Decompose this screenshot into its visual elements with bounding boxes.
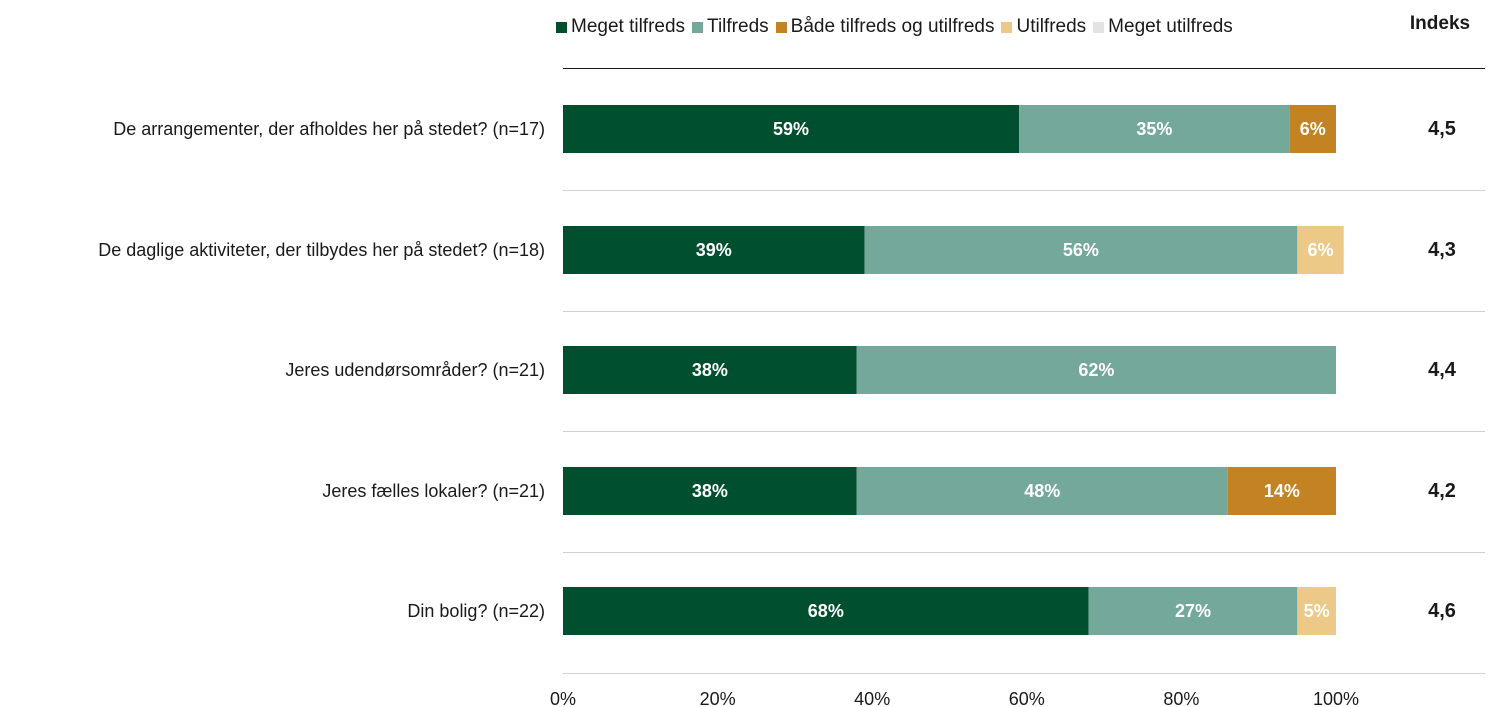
legend-swatch (1001, 21, 1013, 33)
bar-segment (1289, 105, 1336, 153)
chart-legend: Meget tilfreds Tilfreds Både tilfreds og u… (556, 15, 1240, 39)
bar-segment (1297, 226, 1344, 274)
data-label: 6% (1308, 240, 1334, 260)
legend-swatch (692, 21, 704, 33)
x-tick-label: 100% (1313, 689, 1359, 707)
data-label: 59% (773, 119, 809, 139)
index-value: 4,4 (1428, 359, 1457, 381)
category-label: Din bolig? (n=22) (407, 601, 545, 621)
legend-label: Både tilfreds og utilfreds (790, 16, 995, 37)
bar-segment (563, 226, 865, 274)
data-label: 56% (1063, 240, 1099, 260)
bar-segment (864, 226, 1298, 274)
bar-segment (563, 467, 857, 515)
legend-item: Meget tilfreds (556, 16, 685, 38)
legend-item: Tilfreds (692, 16, 769, 38)
legend-label: Meget tilfreds (571, 16, 686, 37)
data-label: 14% (1264, 481, 1300, 501)
legend-item: Både tilfreds og utilfreds (775, 16, 995, 38)
bar-segment (563, 587, 1089, 635)
data-label: 6% (1300, 119, 1326, 139)
data-label: 62% (1078, 360, 1114, 380)
legend-item: Utilfreds (1001, 16, 1086, 38)
x-tick-label: 60% (1009, 689, 1045, 707)
index-value: 4,5 (1428, 118, 1456, 140)
legend-swatch (1093, 21, 1105, 33)
bar-segment (563, 346, 857, 394)
bar-segment (1019, 105, 1290, 153)
category-label: De daglige aktiviteter, der tilbydes her… (98, 240, 545, 260)
legend-swatch (775, 21, 787, 33)
data-label: 68% (808, 601, 844, 621)
bar-segment (1227, 467, 1336, 515)
bar-segment (1297, 587, 1336, 635)
bar-segment (856, 467, 1228, 515)
data-label: 27% (1175, 601, 1211, 621)
data-label: 38% (692, 360, 728, 380)
x-tick-label: 80% (1163, 689, 1199, 707)
index-value: 4,6 (1428, 600, 1456, 622)
category-label: Jeres udendørsområder? (n=21) (285, 360, 545, 380)
legend-swatch (556, 21, 567, 33)
legend-label: Utilfreds (1016, 16, 1087, 37)
data-label: 48% (1024, 481, 1060, 501)
x-tick-label: 0% (550, 689, 576, 707)
data-label: 5% (1304, 601, 1330, 621)
bar-segment (856, 346, 1336, 394)
legend-label: Tilfreds (707, 16, 769, 37)
index-value: 4,3 (1428, 239, 1456, 261)
data-label: 39% (696, 240, 732, 260)
index-column-header: Indeks (1409, 13, 1471, 34)
legend-label: Meget utilfreds (1108, 16, 1233, 37)
index-value: 4,2 (1428, 480, 1456, 502)
category-label: Jeres fælles lokaler? (n=21) (322, 481, 545, 501)
bar-segment (563, 105, 1020, 153)
top-rule (563, 68, 1485, 69)
data-label: 35% (1136, 119, 1172, 139)
legend-item: Meget utilfreds (1093, 16, 1233, 38)
category-label: De arrangementer, der afholdes her på st… (113, 119, 545, 139)
x-tick-label: 20% (700, 689, 736, 707)
x-tick-label: 40% (854, 689, 890, 707)
bar-segment (1088, 587, 1298, 635)
data-label: 38% (692, 481, 728, 501)
